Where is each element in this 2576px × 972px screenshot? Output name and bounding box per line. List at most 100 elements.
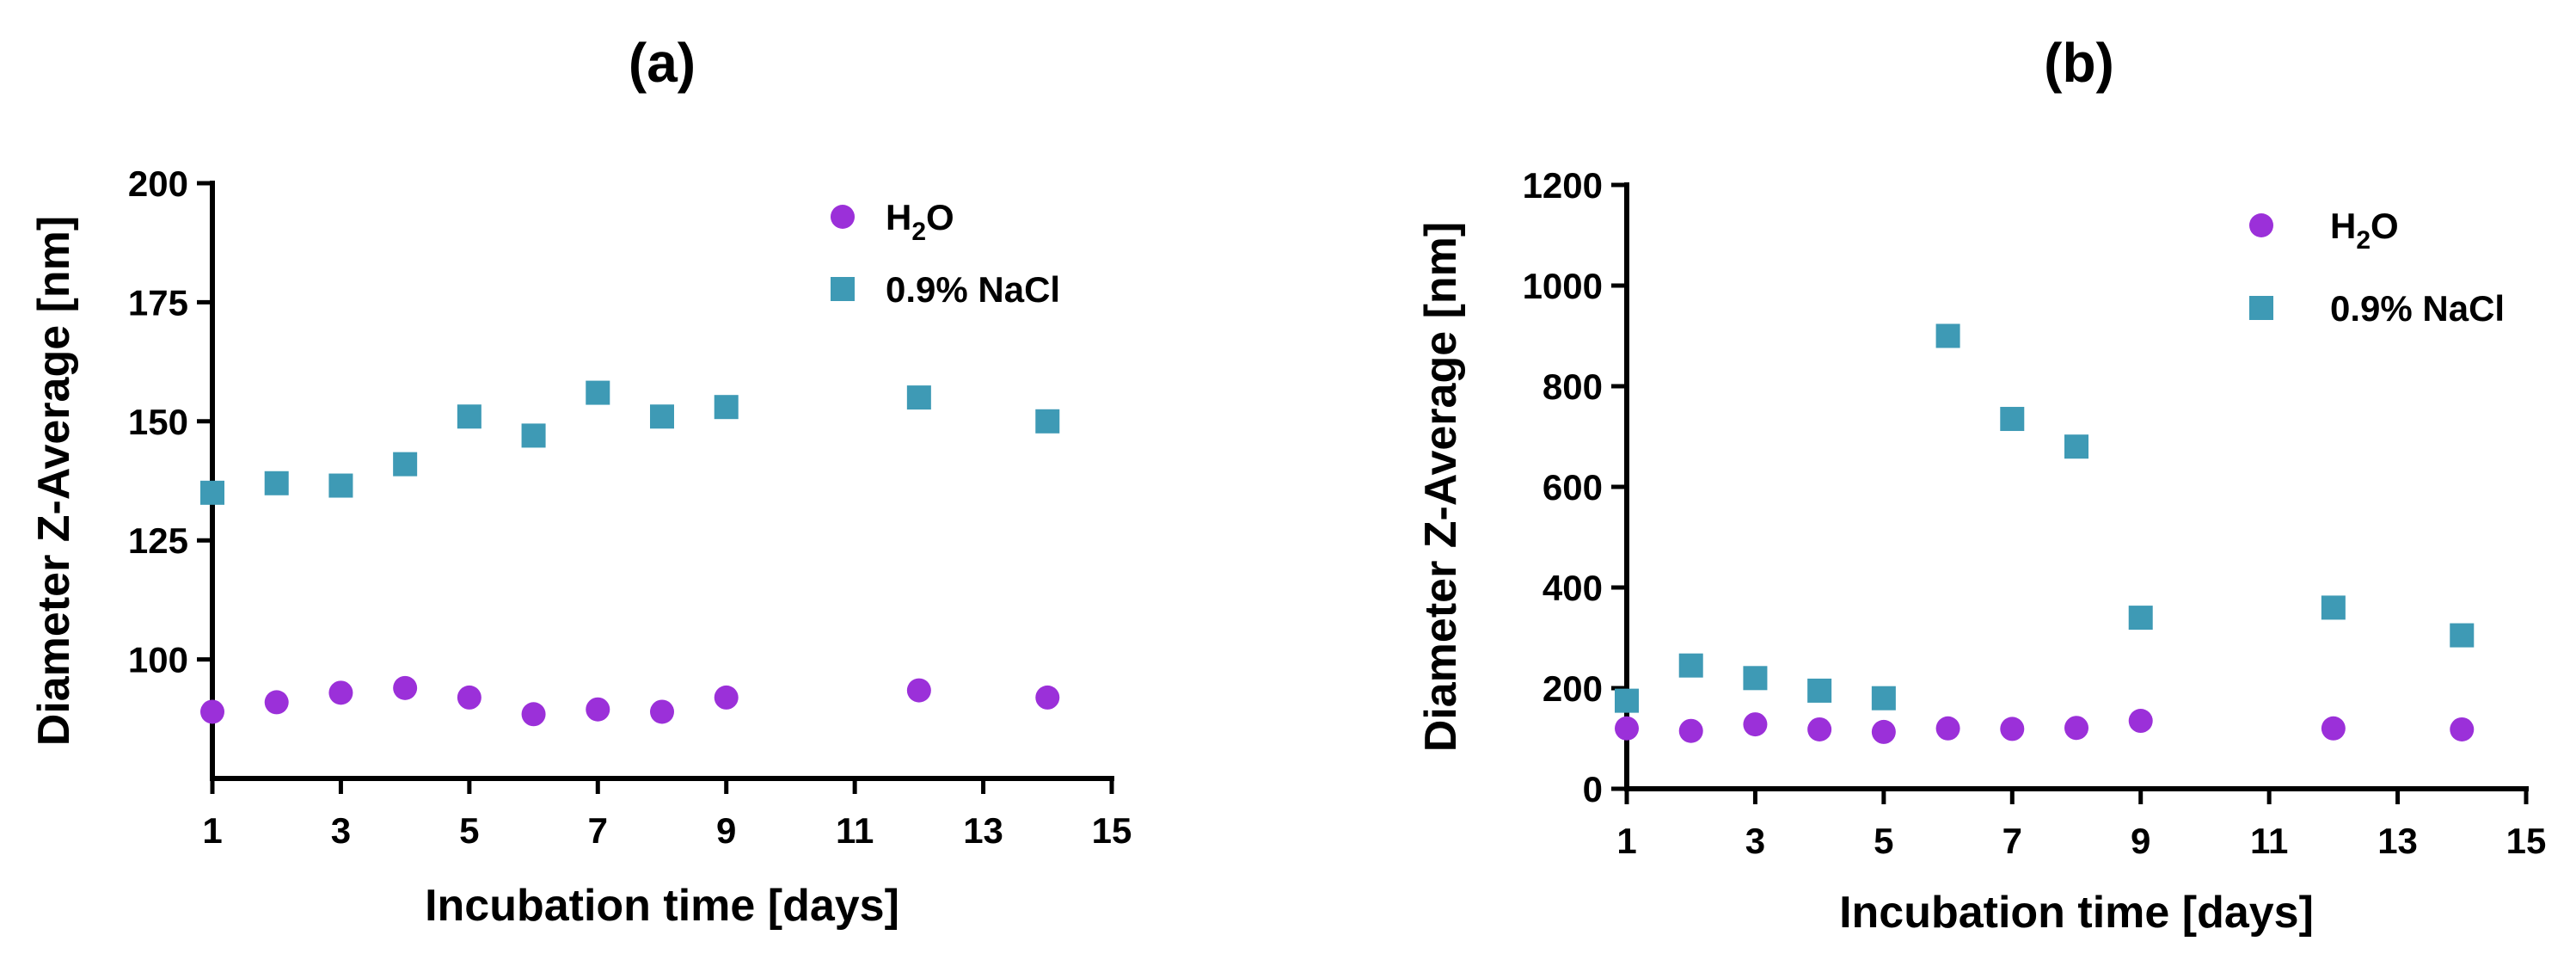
legend-label-subscript: 2: [2356, 226, 2371, 255]
x-axis-label: Incubation time [days]: [425, 881, 899, 931]
x-axis-label: Incubation time [days]: [1839, 888, 2314, 938]
x-tick-label: 7: [588, 810, 608, 851]
data-point-nacl: [2128, 606, 2153, 631]
data-point-h2o: [586, 697, 610, 722]
x-tick-label: 11: [836, 810, 874, 851]
y-tick-label: 400: [1543, 568, 1603, 608]
chart-title: (a): [629, 32, 696, 94]
y-tick-label: 200: [128, 163, 188, 204]
data-point-nacl: [1035, 409, 1060, 434]
data-point-nacl: [393, 452, 418, 477]
y-tick-label: 175: [128, 282, 188, 323]
x-tick-label: 3: [1745, 821, 1765, 861]
data-point-h2o: [1035, 685, 1060, 710]
x-tick-label: 1: [1616, 821, 1636, 861]
y-tick-label: 800: [1543, 366, 1603, 407]
chart-panel-b: (b)1 3 5 7 9 11 13 15020040060080010001200Diame…: [1416, 32, 2546, 938]
data-point-h2o: [393, 675, 418, 700]
x-tick-label: 13: [2377, 821, 2418, 861]
y-tick-label: 1000: [1523, 266, 1603, 306]
legend-label-tail: O: [2371, 206, 2399, 246]
data-point-h2o: [2128, 709, 2153, 734]
data-point-nacl: [2450, 623, 2475, 648]
data-point-nacl: [1615, 688, 1639, 713]
y-tick-label: 1200: [1523, 165, 1603, 206]
series-nacl: [1615, 323, 2475, 713]
legend-label-subscript: 2: [911, 218, 926, 246]
data-point-nacl: [650, 404, 674, 429]
x-tick-label: 11: [2250, 821, 2288, 861]
y-axis-label: Diameter Z-Average [nm]: [29, 216, 79, 746]
data-point-h2o: [650, 699, 674, 724]
legend-label-h2o: H2O: [886, 197, 954, 246]
legend: H2O 0.9% NaCl: [831, 197, 1060, 310]
data-point-h2o: [2064, 716, 2088, 741]
data-point-h2o: [200, 699, 224, 724]
legend-label-h2o: H2O: [2330, 206, 2399, 255]
data-point-nacl: [586, 380, 610, 405]
legend-label-nacl: 0.9% NaCl: [886, 269, 1060, 310]
series-h2o: [200, 675, 1060, 727]
y-tick-label: 125: [128, 520, 188, 561]
data-point-nacl: [328, 473, 353, 498]
data-point-nacl: [1678, 653, 1703, 678]
legend-marker-nacl: [831, 277, 855, 301]
data-point-h2o: [1871, 719, 1896, 744]
y-tick-label: 200: [1543, 668, 1603, 709]
chart-title: (b): [2044, 32, 2114, 94]
x-tick-label: 15: [1092, 810, 1132, 851]
x-tick-label: 3: [331, 810, 351, 851]
x-tick-label: 13: [963, 810, 1003, 851]
data-point-nacl: [457, 404, 481, 429]
data-point-nacl: [906, 385, 931, 410]
data-point-nacl: [264, 471, 289, 495]
x-tick-label: 9: [716, 810, 736, 851]
data-point-h2o: [906, 678, 931, 703]
legend-marker-h2o: [2249, 213, 2273, 237]
legend-label-base: H: [886, 197, 911, 237]
legend: H2O 0.9% NaCl: [2249, 206, 2505, 329]
data-point-nacl: [714, 395, 739, 420]
x-tick-label: 15: [2506, 821, 2547, 861]
data-point-h2o: [1935, 716, 1960, 741]
legend-marker-h2o: [831, 205, 855, 229]
y-axis-label: Diameter Z-Average [nm]: [1416, 222, 1466, 752]
data-point-nacl: [1743, 666, 1768, 691]
data-point-h2o: [521, 702, 546, 727]
data-point-h2o: [2450, 717, 2475, 741]
y-tick-label: 100: [128, 640, 188, 680]
data-point-h2o: [328, 680, 353, 705]
legend-marker-nacl: [2249, 296, 2273, 320]
data-point-nacl: [2321, 595, 2346, 620]
y-tick-label: 0: [1583, 769, 1603, 809]
data-point-nacl: [2064, 434, 2088, 459]
data-point-h2o: [264, 690, 289, 715]
data-point-h2o: [1615, 716, 1639, 741]
legend-label-nacl: 0.9% NaCl: [2330, 288, 2505, 329]
data-point-nacl: [1807, 678, 1832, 703]
x-tick-label: 7: [2003, 821, 2022, 861]
data-point-h2o: [714, 685, 739, 710]
data-point-nacl: [1871, 686, 1896, 711]
series-h2o: [1615, 709, 2475, 744]
data-point-nacl: [2000, 407, 2025, 432]
series-nacl: [200, 380, 1060, 505]
data-point-nacl: [1935, 323, 1960, 348]
data-point-h2o: [2321, 716, 2346, 741]
data-point-nacl: [200, 480, 224, 505]
x-tick-label: 9: [2131, 821, 2150, 861]
data-point-nacl: [521, 423, 546, 448]
x-tick-label: 5: [459, 810, 479, 851]
data-point-h2o: [2000, 717, 2025, 741]
data-point-h2o: [1807, 717, 1832, 741]
y-tick-label: 600: [1543, 467, 1603, 508]
legend-label-tail: O: [926, 197, 954, 237]
legend-label-base: H: [2330, 206, 2356, 246]
x-tick-label: 1: [202, 810, 222, 851]
data-point-h2o: [457, 685, 481, 710]
x-tick-label: 5: [1874, 821, 1893, 861]
data-point-h2o: [1743, 712, 1768, 737]
y-tick-label: 150: [128, 402, 188, 442]
